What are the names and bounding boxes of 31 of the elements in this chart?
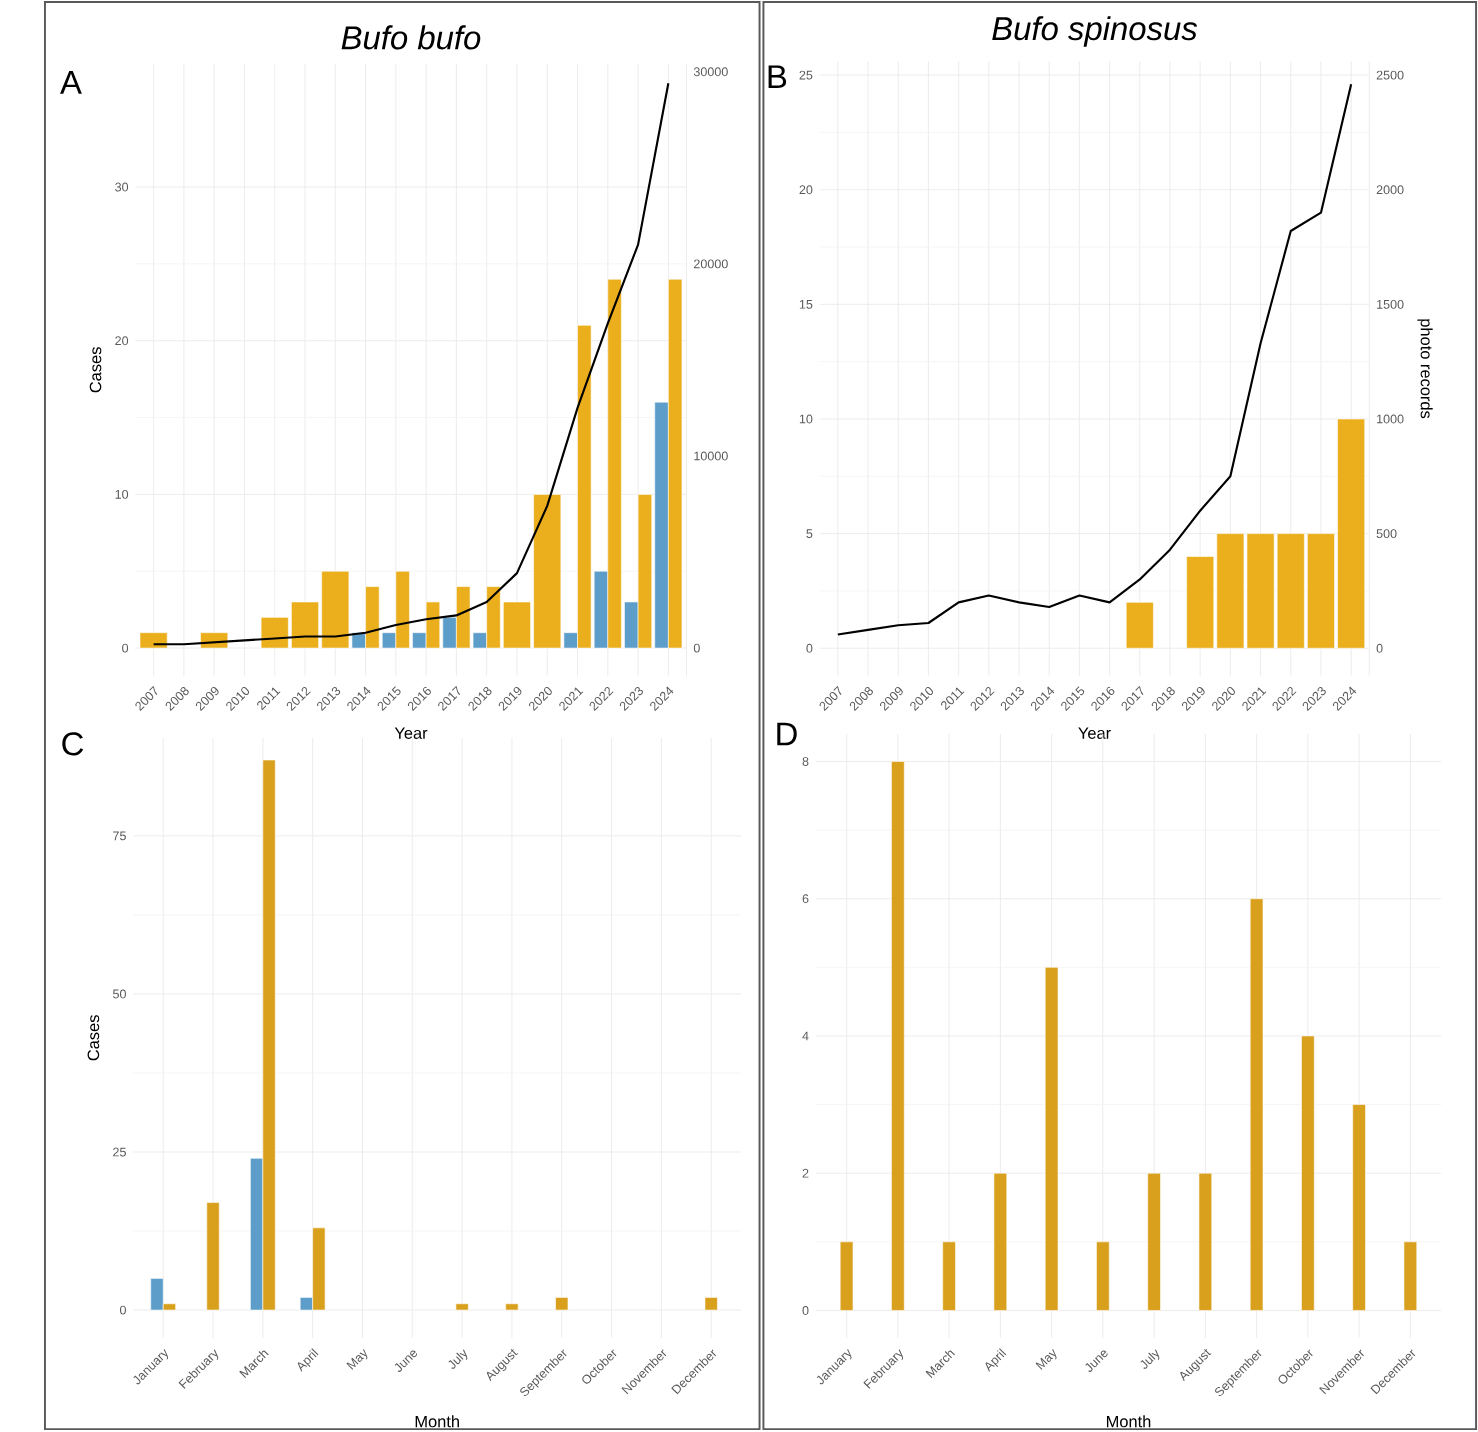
bar <box>555 1297 569 1311</box>
bar <box>1125 602 1154 649</box>
y-axis-title: Cases <box>89 347 102 393</box>
bar <box>1096 1241 1110 1312</box>
y2-axis-title: photo records <box>1417 319 1433 419</box>
x-axis-title: Month <box>1106 1415 1151 1428</box>
y-axis-title: Cases <box>87 1015 100 1061</box>
bar <box>505 1303 519 1311</box>
bar <box>1147 1173 1161 1312</box>
x-axis-title: Year <box>394 727 428 740</box>
bar <box>704 1297 718 1311</box>
x-axis-title: Year <box>1078 727 1111 740</box>
bar <box>1044 967 1059 1312</box>
chart-title: Bufo spinosus <box>992 16 1198 48</box>
bar <box>1249 898 1264 1312</box>
text: A <box>60 71 82 95</box>
x-axis-title: Month <box>415 1415 459 1428</box>
text: B <box>768 65 787 89</box>
bar <box>455 1303 469 1311</box>
bar <box>891 761 905 1312</box>
bar <box>839 1241 854 1312</box>
bar <box>1301 1036 1315 1312</box>
bar <box>993 1173 1008 1312</box>
text: D <box>777 723 797 746</box>
bar <box>1403 1241 1418 1312</box>
chart-title: Bufo bufo <box>341 25 481 50</box>
bar <box>1352 1104 1366 1312</box>
bar <box>942 1241 956 1312</box>
line-series <box>836 83 1353 636</box>
bar <box>1198 1173 1213 1312</box>
text: C <box>62 732 84 756</box>
